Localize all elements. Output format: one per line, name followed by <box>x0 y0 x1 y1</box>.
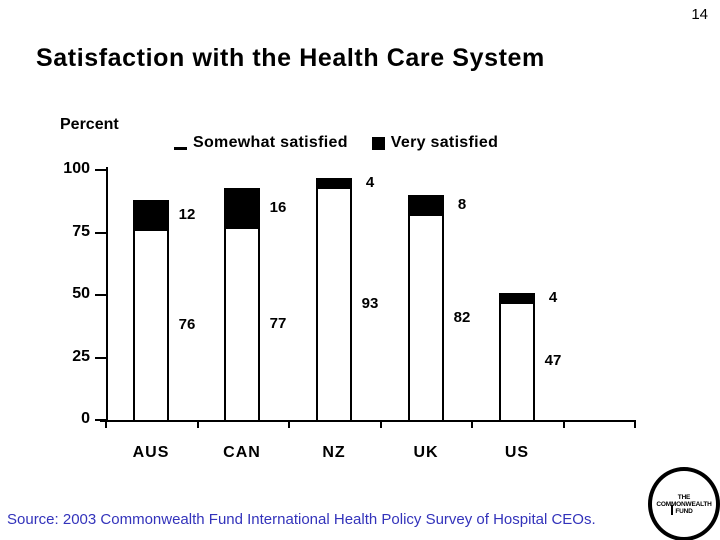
y-axis-line <box>106 167 108 422</box>
x-category-label-us: US <box>504 444 530 461</box>
value-label-somewhat-nz: 93 <box>361 294 379 312</box>
page-number: 14 <box>691 6 708 23</box>
value-label-very-can: 16 <box>269 198 287 216</box>
source-text: Source: 2003 Commonwealth Fund Internati… <box>7 511 596 528</box>
x-category-label-nz: NZ <box>322 444 346 461</box>
y-tick-label: 75 <box>72 222 90 240</box>
x-axis-tick <box>563 420 565 428</box>
x-axis-tick <box>471 420 473 428</box>
y-tick-label: 25 <box>72 347 90 365</box>
y-tick-label: 100 <box>63 160 90 177</box>
chart-legend: Somewhat satisfied Very satisfied <box>174 132 498 154</box>
x-axis-tick <box>197 420 199 428</box>
y-tick-label: 0 <box>81 410 90 427</box>
y-axis-tick <box>95 231 106 234</box>
x-axis-tick <box>105 420 107 428</box>
y-tick-label: 50 <box>72 285 90 302</box>
y-axis-tick <box>95 169 106 171</box>
legend-label-somewhat-satisfied: Somewhat satisfied <box>193 134 348 151</box>
value-label-somewhat-aus: 76 <box>178 316 196 333</box>
slide-title: Satisfaction with the Health Care System <box>36 44 545 72</box>
x-category-label-aus: AUS <box>132 444 170 461</box>
bar-can-very-satisfied-segment <box>225 188 259 229</box>
bar-can <box>224 187 260 422</box>
bar-uk <box>408 195 444 422</box>
value-label-very-uk: 8 <box>457 196 467 213</box>
x-category-label-can: CAN <box>223 444 261 461</box>
x-axis-line <box>100 420 636 422</box>
bar-aus <box>133 200 169 422</box>
bar-nz <box>316 177 352 422</box>
x-axis-tick <box>380 420 382 428</box>
value-label-somewhat-uk: 82 <box>453 308 471 326</box>
value-label-very-us: 4 <box>548 288 558 306</box>
value-label-very-nz: 4 <box>365 173 375 191</box>
logo-text-fund: FUND <box>671 504 693 515</box>
logo-text-the: THE <box>677 493 691 501</box>
commonwealth-fund-logo: THE COMMONWEALTH FUND <box>648 467 720 540</box>
somewhat-satisfied-marker-icon <box>174 147 187 150</box>
y-axis-tick <box>95 356 106 359</box>
y-axis-title: Percent <box>60 116 119 133</box>
bar-nz-very-satisfied-segment <box>317 178 351 189</box>
bar-uk-very-satisfied-segment <box>409 196 443 216</box>
bar-aus-very-satisfied-segment <box>134 201 168 231</box>
torch-icon <box>671 504 673 515</box>
value-label-somewhat-us: 47 <box>544 352 562 370</box>
x-axis-tick <box>634 420 636 428</box>
bar-us-very-satisfied-segment <box>500 293 534 304</box>
logo-text-fund-label: FUND <box>675 507 693 515</box>
value-label-very-aus: 12 <box>178 206 196 223</box>
legend-label-very-satisfied: Very satisfied <box>390 134 499 151</box>
bar-us <box>499 292 535 422</box>
logo-text-commonwealth: COMMONWEALTH <box>656 500 712 508</box>
value-label-somewhat-can: 77 <box>269 314 287 332</box>
very-satisfied-marker-icon <box>371 136 385 150</box>
x-axis-tick <box>288 420 290 428</box>
x-category-label-uk: UK <box>413 444 439 461</box>
y-axis-tick <box>95 294 106 296</box>
